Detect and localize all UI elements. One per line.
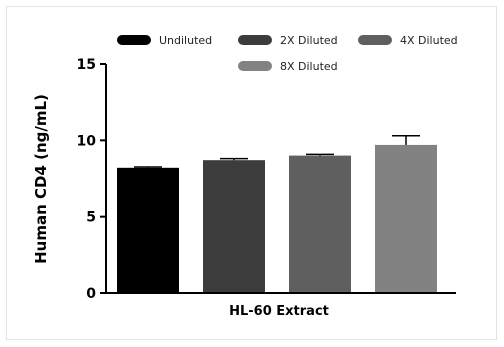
y-tick-label: 15 xyxy=(77,57,96,73)
legend-label: 2X Diluted xyxy=(280,34,338,47)
legend-label: 8X Diluted xyxy=(280,60,338,73)
bar-undiluted xyxy=(117,167,179,293)
error-bar-group xyxy=(134,135,420,168)
legend-label: Undiluted xyxy=(159,34,212,47)
x-category-label: HL-60 Extract xyxy=(229,304,329,319)
legend-swatch xyxy=(358,35,392,45)
bar-8x-diluted xyxy=(375,144,437,293)
axes xyxy=(105,64,456,294)
legend-swatch xyxy=(238,35,272,45)
bar-4x-diluted xyxy=(289,155,351,293)
y-tick-label: 10 xyxy=(77,133,97,149)
legend-swatch xyxy=(238,61,272,71)
bar-2x-diluted xyxy=(203,160,265,293)
y-tick-label: 0 xyxy=(86,286,96,302)
legend: Undiluted 2X Diluted 4X Diluted 8X Diluted xyxy=(117,34,458,73)
legend-label: 4X Diluted xyxy=(400,34,458,47)
bar-group xyxy=(117,144,437,293)
y-axis-title: Human CD4 (ng/mL) xyxy=(32,94,50,264)
y-tick-label: 5 xyxy=(86,210,96,226)
y-ticks: 0 5 10 15 xyxy=(77,57,106,302)
legend-swatch xyxy=(117,35,151,45)
